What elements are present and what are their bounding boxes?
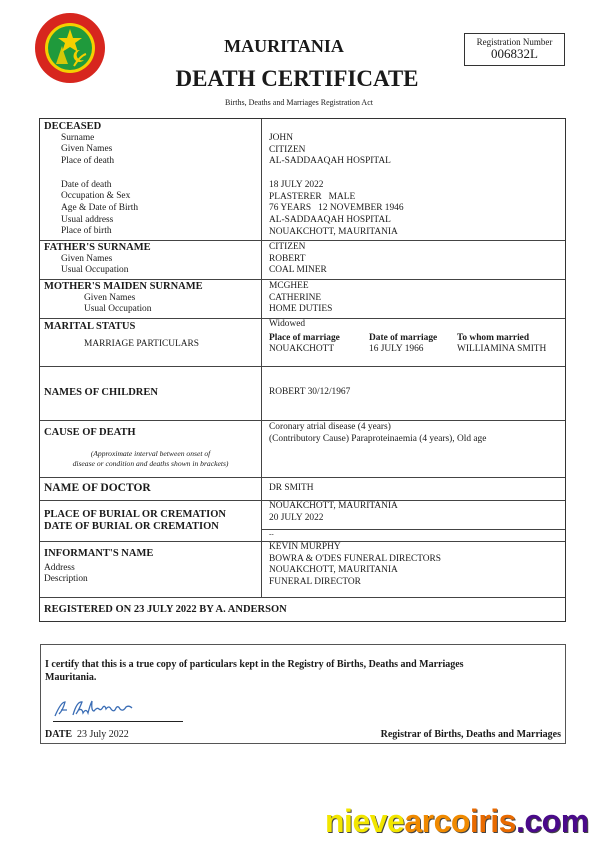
cause-section: CAUSE OF DEATH (Approximate interval bet… (40, 421, 565, 478)
marriage-particulars-label: MARRIAGE PARTICULARS (84, 338, 199, 349)
watermark-part: .com (515, 803, 589, 839)
field-value: ROBERT (269, 253, 306, 264)
field-value: CITIZEN (269, 242, 306, 252)
field-value: WILLIAMINA SMITH (457, 344, 547, 355)
marital-heading: MARITAL STATUS (44, 321, 136, 332)
father-heading: FATHER'S SURNAME (44, 242, 151, 253)
signature-line (53, 721, 183, 722)
cause-note: (Approximate interval between onset of (90, 448, 211, 458)
column-header: To whom married (457, 332, 530, 343)
field-label: Place of birth (61, 226, 112, 237)
field-value: BOWRA & O'DES FUNERAL DIRECTORS (269, 553, 442, 564)
children-heading: NAMES OF CHILDREN (44, 387, 158, 398)
deceased-section: DECEASED Surname Given Names Place of de… (40, 119, 565, 241)
field-value: CITIZEN (269, 144, 306, 155)
doctor-section: NAME OF DOCTOR DR SMITH (40, 478, 565, 501)
certification-date: DATE 23 July 2022 (45, 729, 129, 740)
date-value: 23 July 2022 (77, 729, 129, 740)
field-value: FUNERAL DIRECTOR (269, 577, 361, 588)
field-value: 76 YEARS 12 NOVEMBER 1946 (269, 203, 404, 214)
registrar-signature (54, 700, 133, 717)
field-value: NOUAKCHOTT, MAURITANIA (269, 226, 398, 237)
registration-number-box: Registration Number 006832L (464, 33, 565, 66)
field-label: Given Names (61, 253, 113, 264)
field-value: Coronary atrial disease (4 years) (269, 422, 391, 432)
father-section: FATHER'S SURNAME Given Names Usual Occup… (40, 241, 565, 280)
country-heading: MAURITANIA (224, 36, 344, 56)
field-label: Usual address (61, 214, 114, 225)
national-emblem-logo (35, 13, 105, 83)
field-value: PLASTERER MALE (269, 191, 356, 202)
document-title: DEATH CERTIFICATE (175, 66, 419, 91)
field-value: 18 JULY 2022 (269, 179, 324, 190)
field-label: Age & Date of Birth (61, 202, 139, 213)
field-label: Surname (61, 132, 95, 143)
column-header: Date of marriage (369, 332, 438, 343)
field-label: Description (44, 574, 88, 585)
field-value: KEVIN MURPHY (269, 542, 341, 552)
field-value: HOME DUTIES (269, 304, 333, 315)
registered-section: REGISTERED ON 23 JULY 2022 BY A. ANDERSO… (40, 598, 565, 621)
field-value: ROBERT 30/12/1967 (269, 387, 351, 397)
burial-place-heading: PLACE OF BURIAL OR CREMATION (44, 509, 227, 520)
cause-heading: CAUSE OF DEATH (44, 427, 136, 438)
act-subtitle: Births, Deaths and Marriages Registratio… (225, 98, 373, 107)
field-value: MCGHEE (269, 281, 309, 291)
registrar-title: Registrar of Births, Deaths and Marriage… (380, 729, 561, 740)
certification-text: Mauritania. (45, 671, 97, 683)
mother-heading: MOTHER'S MAIDEN SURNAME (44, 281, 203, 292)
field-value: 16 JULY 1966 (369, 344, 424, 355)
doctor-heading: NAME OF DOCTOR (44, 482, 151, 494)
deceased-heading: DECEASED (44, 121, 102, 132)
field-label: Date of death (61, 179, 112, 190)
mother-section: MOTHER'S MAIDEN SURNAME Given Names Usua… (40, 280, 565, 319)
field-label: Usual Occupation (61, 265, 129, 276)
field-value: 20 JULY 2022 (269, 512, 324, 523)
certificate-table: DECEASED Surname Given Names Place of de… (39, 118, 566, 622)
certification-text: I certify that this is a true copy of pa… (45, 659, 464, 670)
field-value: NOUAKCHOTT, MAURITANIA (269, 501, 398, 511)
field-label: Given Names (84, 292, 136, 303)
field-value: -- (269, 530, 274, 538)
date-label: DATE (45, 729, 73, 740)
certification-box: I certify that this is a true copy of pa… (40, 644, 566, 744)
watermark-part: iris (469, 803, 517, 839)
field-label: Usual Occupation (84, 304, 152, 315)
field-value: CATHERINE (269, 292, 322, 303)
field-value: COAL MINER (269, 265, 327, 276)
registration-label: Registration Number (476, 37, 553, 47)
column-header: Place of marriage (269, 332, 340, 343)
field-label: Place of death (61, 156, 115, 167)
field-value: AL-SADDAAQAH HOSPITAL (269, 156, 391, 167)
burial-section: PLACE OF BURIAL OR CREMATION DATE OF BUR… (40, 501, 565, 542)
field-label: Occupation & Sex (61, 191, 131, 202)
informant-heading: INFORMANT'S NAME (44, 548, 154, 559)
field-value: (Contributory Cause) Paraproteinaemia (4… (269, 433, 487, 444)
watermark-part: nieve (325, 803, 405, 839)
watermark-part: arco (404, 803, 470, 839)
marital-section: MARITAL STATUS MARRIAGE PARTICULARS Wido… (40, 319, 565, 367)
registration-number: 006832L (491, 46, 538, 61)
informant-section: INFORMANT'S NAME Address Description KEV… (40, 542, 565, 598)
field-value: AL-SADDAAQAH HOSPITAL (269, 214, 391, 225)
cause-note: disease or condition and deaths shown in… (72, 458, 229, 468)
field-label: Given Names (61, 144, 113, 155)
marital-status-value: Widowed (269, 319, 306, 329)
field-value: JOHN (269, 133, 293, 143)
field-value: NOUAKCHOTT, MAURITANIA (269, 565, 398, 576)
field-label: Address (44, 562, 75, 573)
registered-statement: REGISTERED ON 23 JULY 2022 BY A. ANDERSO… (44, 604, 287, 615)
watermark-logo: nievearcoiris.com (325, 803, 589, 840)
field-value: NOUAKCHOTT (269, 344, 335, 355)
burial-date-heading: DATE OF BURIAL OR CREMATION (44, 520, 219, 532)
children-section: NAMES OF CHILDREN ROBERT 30/12/1967 (40, 367, 565, 421)
field-value: DR SMITH (269, 483, 314, 493)
